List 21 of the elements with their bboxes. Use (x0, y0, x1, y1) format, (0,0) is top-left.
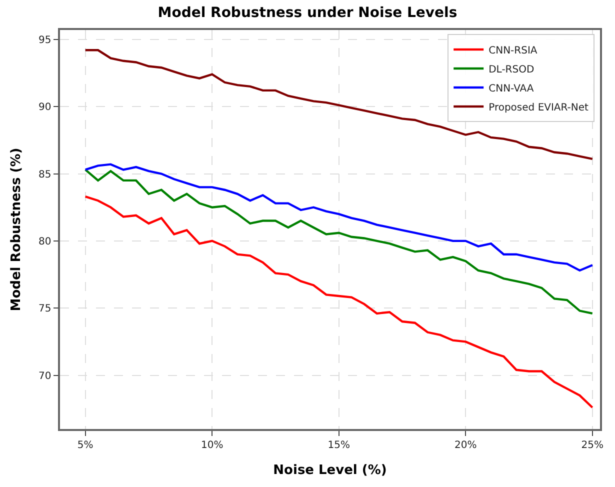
legend-label: CNN-VAA (488, 83, 534, 94)
x-tick-label: 10% (200, 440, 224, 451)
y-tick-label: 85 (38, 169, 52, 180)
y-tick-label: 80 (38, 236, 52, 248)
legend-label: Proposed EVIAR-Net (488, 102, 589, 114)
line-series (84, 163, 594, 272)
y-tick-label: 75 (38, 304, 52, 315)
y-tick-label: 90 (38, 102, 52, 114)
y-tick-label: 70 (38, 370, 52, 382)
x-tick-label: 5% (77, 440, 94, 451)
legend-label: DL-RSOD (488, 64, 534, 76)
x-tick-label: 25% (581, 440, 604, 451)
y-axis-title: Model Robustness (%) (8, 148, 24, 312)
x-axis-title: Noise Level (%) (273, 462, 387, 478)
legend-label: CNN-RSIA (488, 45, 538, 56)
y-tick-label: 95 (38, 34, 52, 46)
line-series (84, 168, 594, 315)
chart-title: Model Robustness under Noise Levels (158, 5, 458, 22)
line-series (84, 195, 594, 409)
x-tick-label: 15% (328, 440, 350, 451)
x-tick-label: 20% (454, 440, 477, 451)
